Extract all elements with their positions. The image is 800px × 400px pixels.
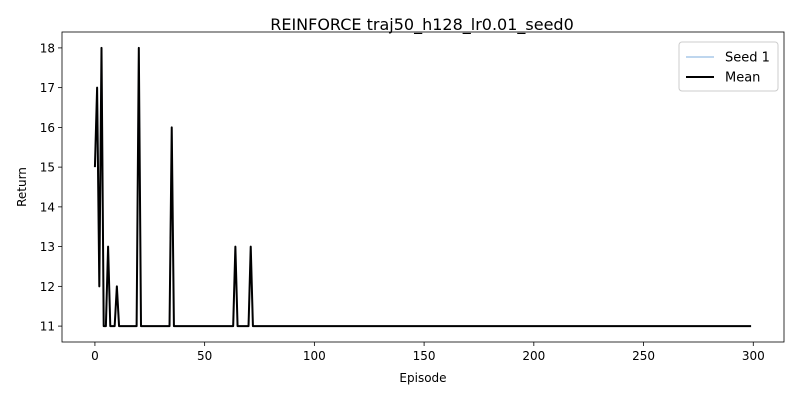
y-tick-label: 15 <box>40 161 55 175</box>
legend-frame <box>678 41 779 92</box>
y-tick-label: 18 <box>40 41 55 55</box>
series-layer <box>93 46 752 328</box>
y-tick-label: 16 <box>40 121 55 135</box>
legend-label-mean: Mean <box>725 71 760 86</box>
x-axis: 0 50 100 150 200 250 300 <box>91 342 765 363</box>
y-tick-label: 17 <box>40 81 55 95</box>
y-axis-label: Return <box>15 167 29 207</box>
y-tick-label: 13 <box>40 240 55 254</box>
legend: Seed 1 Mean <box>678 41 779 92</box>
chart-title: REINFORCE traj50_h128_lr0.01_seed0 <box>270 15 574 35</box>
x-tick-label: 100 <box>303 349 326 363</box>
x-tick-label: 200 <box>522 349 545 363</box>
series-line-mean <box>93 46 752 328</box>
y-tick-label: 12 <box>40 280 55 294</box>
legend-label-seed-1: Seed 1 <box>725 51 770 66</box>
x-tick-label: 150 <box>413 349 436 363</box>
x-tick-label: 50 <box>197 349 212 363</box>
x-tick-label: 0 <box>91 349 99 363</box>
x-tick-label: 250 <box>632 349 655 363</box>
y-tick-label: 11 <box>40 320 55 334</box>
plot-area <box>61 31 785 343</box>
y-tick-label: 14 <box>40 200 55 214</box>
y-axis: 11 12 13 14 15 16 17 18 <box>40 41 62 334</box>
x-tick-label: 300 <box>742 349 765 363</box>
x-axis-label: Episode <box>399 371 446 385</box>
